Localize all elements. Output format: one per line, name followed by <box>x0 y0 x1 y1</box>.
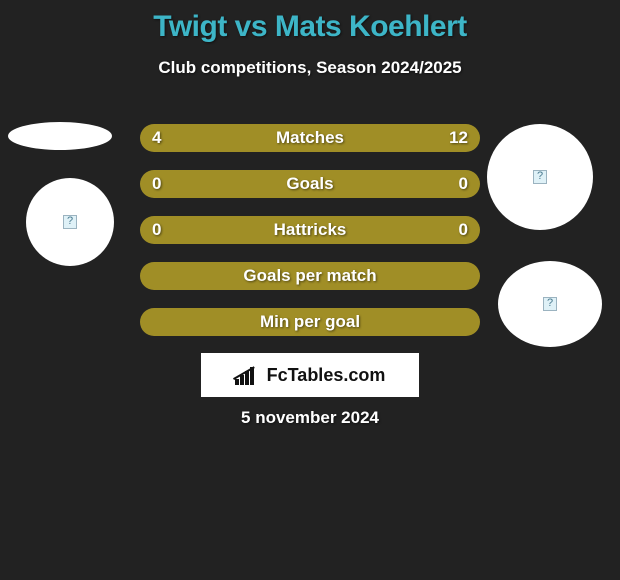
stat-label: Min per goal <box>260 312 360 332</box>
stat-row-goals-per-match: Goals per match <box>140 262 480 290</box>
stat-right-value: 0 <box>459 220 468 240</box>
stat-right-value: 0 <box>459 174 468 194</box>
stat-right-value: 12 <box>449 128 468 148</box>
stat-label: Goals per match <box>243 266 376 286</box>
stat-left-value: 4 <box>152 128 161 148</box>
stat-left-value: 0 <box>152 220 161 240</box>
image-placeholder-icon <box>543 297 557 311</box>
stat-row-min-per-goal: Min per goal <box>140 308 480 336</box>
player-right-avatar-bottom <box>498 261 602 347</box>
stat-label: Hattricks <box>274 220 347 240</box>
fctables-logo: FcTables.com <box>201 353 419 397</box>
stats-bars: 4 Matches 12 0 Goals 0 0 Hattricks 0 Goa… <box>140 124 480 354</box>
image-placeholder-icon <box>63 215 77 229</box>
stat-row-hattricks: 0 Hattricks 0 <box>140 216 480 244</box>
stat-left-value: 0 <box>152 174 161 194</box>
comparison-subtitle: Club competitions, Season 2024/2025 <box>0 58 620 78</box>
stat-row-goals: 0 Goals 0 <box>140 170 480 198</box>
player-left-ellipse <box>8 122 112 150</box>
stat-label: Goals <box>286 174 333 194</box>
player-left-avatar <box>26 178 114 266</box>
stat-label: Matches <box>276 128 344 148</box>
comparison-title: Twigt vs Mats Koehlert <box>0 0 620 44</box>
image-placeholder-icon <box>533 170 547 184</box>
logo-text: FcTables.com <box>267 365 386 386</box>
snapshot-date: 5 november 2024 <box>0 408 620 428</box>
stat-row-matches: 4 Matches 12 <box>140 124 480 152</box>
bar-chart-icon <box>235 365 261 385</box>
player-right-avatar-top <box>487 124 593 230</box>
